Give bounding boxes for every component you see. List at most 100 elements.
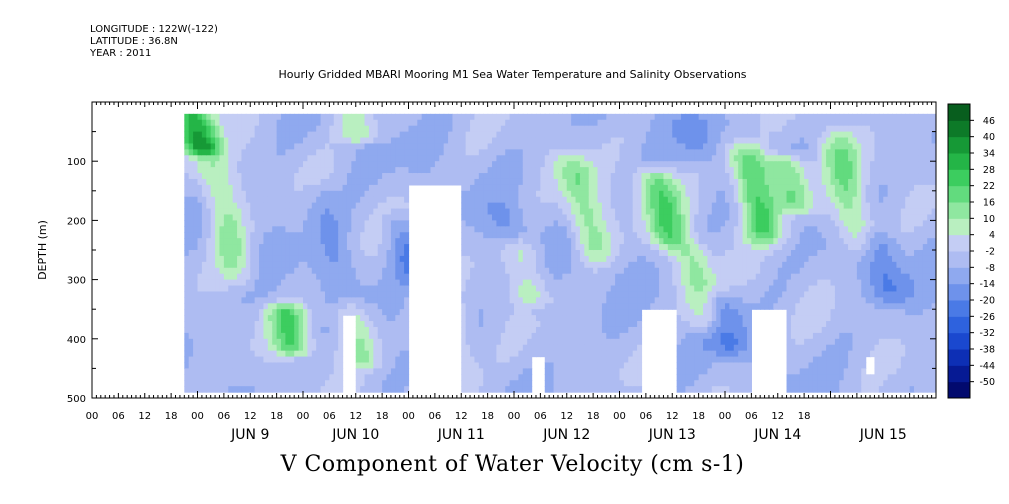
heatmap-cell xyxy=(685,208,691,216)
heatmap-cell xyxy=(223,226,229,233)
heatmap-cell xyxy=(500,315,506,322)
heatmap-cell xyxy=(250,178,256,186)
heatmap-cell xyxy=(267,261,273,269)
heatmap-cell xyxy=(500,214,506,221)
heatmap-cell xyxy=(223,244,229,251)
heatmap-cell xyxy=(276,184,282,192)
heatmap-cell xyxy=(619,332,625,340)
heatmap-cell xyxy=(338,125,344,133)
heatmap-cell xyxy=(659,196,665,204)
heatmap-cell xyxy=(197,368,203,375)
heatmap-cell xyxy=(342,226,348,233)
heatmap-cell xyxy=(272,208,278,216)
heatmap-cell xyxy=(514,309,519,316)
heatmap-cell xyxy=(470,374,476,381)
heatmap-cell xyxy=(509,113,515,121)
heatmap-cell xyxy=(579,161,585,168)
heatmap-cell xyxy=(254,303,260,310)
heatmap-cell xyxy=(610,173,616,180)
heatmap-cell xyxy=(254,137,260,145)
heatmap-cell xyxy=(654,173,660,180)
heatmap-cell xyxy=(703,309,709,316)
heatmap-cell xyxy=(500,380,506,387)
heatmap-cell xyxy=(571,309,577,316)
heatmap-cell xyxy=(518,303,524,310)
heatmap-cell xyxy=(597,143,603,150)
heatmap-cell xyxy=(408,155,414,162)
heatmap-cell xyxy=(368,273,374,281)
heatmap-cell xyxy=(562,244,568,251)
heatmap-cell xyxy=(606,362,612,369)
heatmap-cell xyxy=(245,380,251,387)
heatmap-cell xyxy=(465,226,471,233)
heatmap-cell xyxy=(654,178,660,186)
heatmap-cell xyxy=(610,344,616,352)
heatmap-cell xyxy=(237,338,243,346)
heatmap-cell xyxy=(562,386,568,393)
heatmap-cell xyxy=(632,285,638,293)
heatmap-cell xyxy=(259,250,265,257)
heatmap-cell xyxy=(390,173,396,180)
heatmap-cell xyxy=(307,220,313,227)
heatmap-cell xyxy=(333,214,339,221)
heatmap-cell xyxy=(540,332,546,340)
heatmap-cell xyxy=(448,178,454,186)
heatmap-cell xyxy=(588,137,594,145)
heatmap-cell xyxy=(654,226,660,233)
heatmap-cell xyxy=(241,149,247,156)
heatmap-cell xyxy=(698,338,704,346)
heatmap-cell xyxy=(623,137,629,145)
heatmap-cell xyxy=(421,125,427,133)
heatmap-cell xyxy=(540,173,546,180)
heatmap-cell xyxy=(307,380,313,387)
heatmap-cell xyxy=(276,279,282,287)
heatmap-cell xyxy=(259,143,265,150)
heatmap-cell xyxy=(703,143,709,150)
heatmap-cell xyxy=(623,161,629,168)
heatmap-cell xyxy=(399,143,405,150)
heatmap-cell xyxy=(298,332,304,340)
heatmap-cell xyxy=(549,173,555,180)
heatmap-cell xyxy=(606,190,612,198)
heatmap-cell xyxy=(430,113,436,121)
heatmap-cell xyxy=(364,279,370,287)
heatmap-cell xyxy=(588,368,594,375)
heatmap-cell xyxy=(681,119,687,127)
heatmap-cell xyxy=(478,315,484,322)
heatmap-cell xyxy=(215,173,221,180)
heatmap-cell xyxy=(404,368,410,375)
heatmap-cell xyxy=(522,332,528,340)
heatmap-cell xyxy=(206,214,212,221)
heatmap-cell xyxy=(597,173,603,180)
heatmap-cell xyxy=(584,214,590,221)
heatmap-cell xyxy=(579,350,585,358)
heatmap-cell xyxy=(241,309,247,316)
heatmap-cell xyxy=(500,202,506,210)
heatmap-cell xyxy=(241,362,247,369)
heatmap-cell xyxy=(434,119,440,127)
heatmap-cell xyxy=(505,380,511,387)
heatmap-cell xyxy=(474,374,480,381)
heatmap-cell xyxy=(487,344,493,352)
heatmap-cell xyxy=(245,309,251,316)
heatmap-cell xyxy=(219,297,225,304)
heatmap-cell xyxy=(320,226,326,233)
heatmap-cell xyxy=(281,220,287,227)
heatmap-cell xyxy=(593,119,599,127)
heatmap-cell xyxy=(307,119,313,127)
heatmap-cell xyxy=(465,131,471,139)
heatmap-cell xyxy=(188,332,194,340)
heatmap-cell xyxy=(461,167,467,174)
heatmap-cell xyxy=(452,161,458,168)
heatmap-cell xyxy=(531,149,537,156)
heatmap-cell xyxy=(188,338,194,346)
heatmap-cell xyxy=(544,178,550,186)
heatmap-cell xyxy=(316,273,322,281)
heatmap-cell xyxy=(197,338,203,346)
heatmap-cell xyxy=(373,190,379,198)
heatmap-cell xyxy=(654,214,660,221)
heatmap-cell xyxy=(527,267,533,275)
heatmap-cell xyxy=(254,202,260,210)
heatmap-cell xyxy=(694,297,700,304)
